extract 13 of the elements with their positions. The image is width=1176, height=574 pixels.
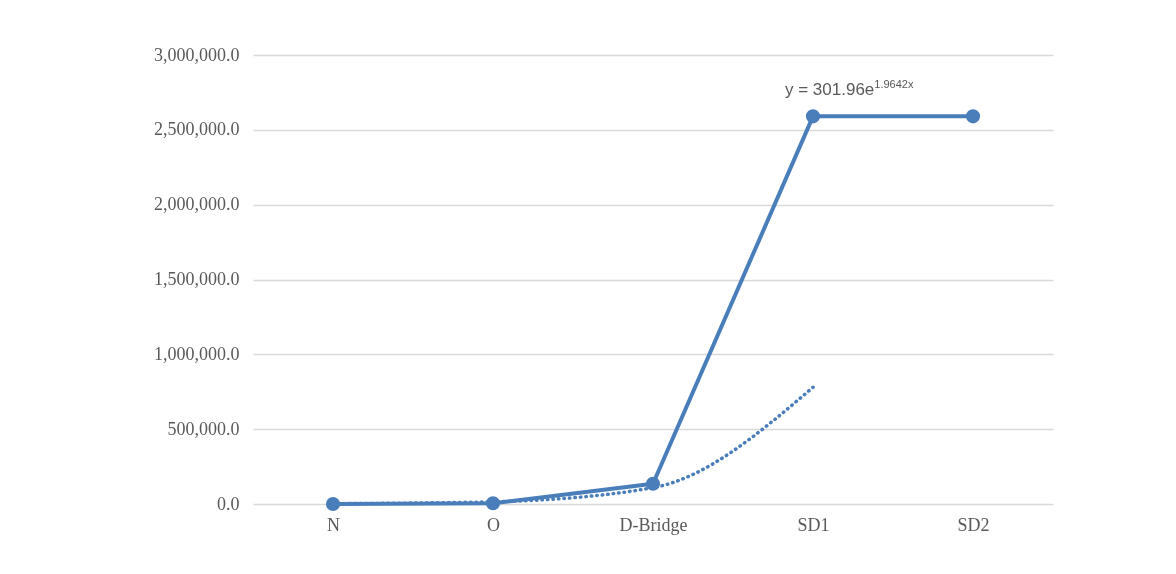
x-tick-label: SD1 — [797, 514, 830, 535]
y-tick-label: 0.0 — [217, 493, 240, 514]
y-tick-label: 1,500,000.0 — [154, 269, 240, 289]
y-tick-label: 2,000,000.0 — [154, 194, 240, 215]
x-tick-label: O — [487, 514, 500, 535]
y-tick-label: 1,000,000.0 — [154, 343, 240, 364]
y-tick-label: 500,000.0 — [167, 418, 240, 439]
x-tick-label: D-Bridge — [619, 514, 688, 535]
x-tick-label: N — [327, 514, 340, 535]
annotation: y = 301.96e$^{1.9642x}$ — [785, 78, 914, 100]
y-tick-label: 2,500,000.0 — [154, 119, 240, 140]
y-tick-label: 3,000,000.0 — [154, 44, 240, 65]
x-tick-label: SD2 — [957, 514, 990, 535]
